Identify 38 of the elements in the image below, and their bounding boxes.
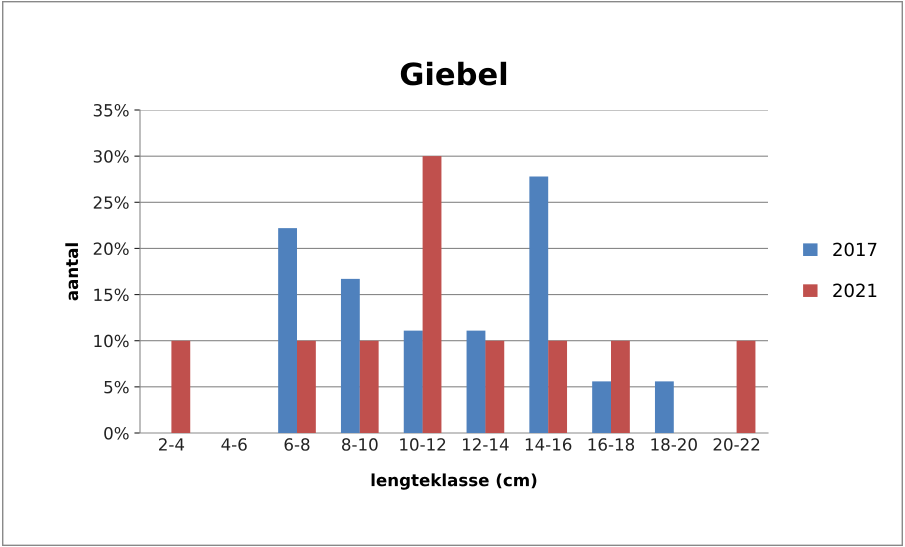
bar <box>171 340 190 433</box>
bar <box>529 176 548 433</box>
bar <box>485 340 504 433</box>
x-tick-label: 12-14 <box>463 438 509 451</box>
bar <box>611 340 630 433</box>
bar <box>360 340 379 433</box>
legend-label: 2021 <box>833 284 876 298</box>
x-tick-label: 10-12 <box>400 438 446 451</box>
y-tick-label: 15% <box>94 288 129 302</box>
bar <box>297 340 316 433</box>
bar <box>404 330 423 433</box>
bar <box>466 330 486 433</box>
x-tick-label: 18-20 <box>651 438 697 451</box>
x-tick-label: 14-16 <box>526 438 572 451</box>
bar <box>548 340 568 433</box>
y-axis-title: aantal <box>65 243 78 300</box>
x-tick-label: 8-10 <box>342 438 378 451</box>
y-tick-label: 10% <box>94 334 129 348</box>
bar <box>736 340 756 433</box>
y-tick-label: 5% <box>104 380 129 394</box>
chart-title: Giebel <box>400 62 506 86</box>
x-tick-label: 20-22 <box>714 438 760 451</box>
x-tick-label: 2-4 <box>159 438 184 451</box>
y-tick-label: 0% <box>104 426 129 440</box>
y-tick-label: 30% <box>94 150 129 163</box>
bar <box>422 156 442 433</box>
bar <box>278 228 297 433</box>
bar <box>592 381 611 433</box>
y-tick-label: 25% <box>94 196 129 209</box>
x-axis-title: lengteklasse (cm) <box>372 473 536 490</box>
legend-label: 2017 <box>833 242 876 256</box>
x-tick-label: 16-18 <box>588 438 634 451</box>
y-tick-label: 20% <box>94 242 129 255</box>
x-tick-label: 4-6 <box>221 438 247 451</box>
y-tick-label: 35% <box>94 104 129 117</box>
bar <box>654 381 674 433</box>
bar <box>340 278 360 433</box>
x-tick-label: 6-8 <box>284 438 310 451</box>
